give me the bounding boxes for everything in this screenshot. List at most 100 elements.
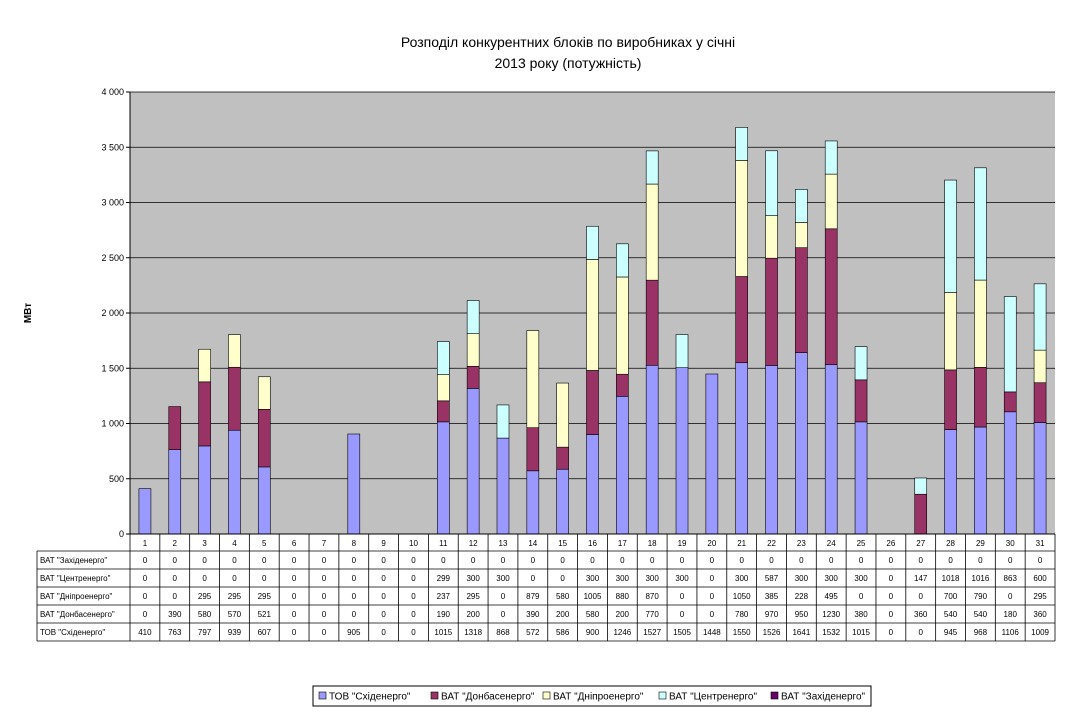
table-cell-value: 360: [1033, 610, 1047, 619]
table-cell-value: 0: [501, 592, 506, 601]
table-cell-value: 0: [829, 556, 834, 565]
bar-segment-series-1-day-30: [1003, 391, 1017, 413]
y-tick-label: 500: [109, 474, 124, 484]
bar-segment-series-3-day-24: [824, 140, 838, 175]
table-cell-value: 0: [292, 628, 297, 637]
table-cell-value: 570: [228, 610, 242, 619]
table-cell-value: 300: [795, 574, 809, 583]
table-row-label: ВАТ "Донбасенерго": [40, 610, 115, 619]
bar-segment-series-2-day-14: [526, 330, 540, 428]
table-cell-value: 300: [466, 574, 480, 583]
table-cell-value: 0: [262, 574, 267, 583]
bar-segment-series-0-day-11: [437, 421, 450, 535]
table-cell-value: 0: [680, 610, 685, 619]
x-tick-label: 20: [707, 539, 716, 548]
bar-segment-series-3-day-17: [616, 243, 629, 278]
table-cell-value: 200: [616, 610, 630, 619]
table-cell-value: 968: [974, 628, 988, 637]
y-tick-label: 2 500: [101, 253, 124, 263]
bar-segment-series-0-day-16: [586, 434, 599, 535]
table-cell-value: 1106: [1002, 628, 1020, 637]
bar-segment-series-3-day-29: [974, 167, 987, 281]
table-cell-value: 495: [825, 592, 839, 601]
table-cell-value: 0: [531, 556, 536, 565]
table-cell-value: 1009: [1031, 628, 1049, 637]
legend-swatch: [658, 691, 667, 700]
table-cell-value: 0: [560, 556, 565, 565]
bar-segment-series-2-day-4: [228, 334, 241, 368]
table-cell-value: 0: [471, 556, 476, 565]
table-cell-value: 295: [1033, 592, 1047, 601]
chart-title-line-2: 2013 року (потужність): [495, 55, 642, 71]
bar-segment-series-0-day-28: [944, 429, 957, 535]
bar-segment-series-2-day-29: [974, 279, 987, 368]
bar-segment-series-0-day-3: [198, 445, 211, 535]
legend-swatch: [318, 691, 327, 700]
bar-segment-series-3-day-21: [735, 127, 748, 161]
y-tick-label: 1 000: [101, 419, 124, 429]
table-cell-value: 0: [322, 610, 327, 619]
table-cell-value: 0: [918, 628, 923, 637]
bar-segment-series-2-day-23: [795, 222, 808, 248]
table-row-label: ВАТ "Центренерго": [40, 574, 111, 583]
bar-segment-series-0-day-2: [168, 449, 182, 535]
table-cell-value: 0: [889, 574, 894, 583]
bar-segment-series-3-day-12: [466, 300, 480, 334]
table-cell-value: 0: [143, 592, 148, 601]
table-cell-value: 0: [769, 556, 774, 565]
bar-segment-series-2-day-15: [556, 382, 569, 448]
table-cell-value: 0: [292, 610, 297, 619]
table-cell-value: 1526: [763, 628, 781, 637]
table-cell-value: 1015: [434, 628, 452, 637]
table-cell-value: 700: [944, 592, 958, 601]
table-cell-value: 0: [173, 556, 178, 565]
bar-segment-series-0-day-24: [824, 364, 838, 535]
bar-segment-series-1-day-24: [824, 228, 838, 366]
y-tick-label: 3 000: [101, 198, 124, 208]
bar-segment-series-3-day-30: [1003, 296, 1017, 393]
x-tick-label: 4: [232, 539, 237, 548]
table-cell-value: 1527: [643, 628, 661, 637]
legend-swatch: [430, 691, 439, 700]
x-tick-label: 6: [292, 539, 297, 548]
bar-segment-series-2-day-21: [735, 160, 748, 277]
table-cell-value: 0: [411, 592, 416, 601]
table-cell-value: 905: [347, 628, 361, 637]
table-cell-value: 1246: [613, 628, 631, 637]
table-cell-value: 1641: [792, 628, 810, 637]
table-cell-value: 0: [381, 556, 386, 565]
x-tick-label: 23: [797, 539, 806, 548]
table-cell-value: 863: [1004, 574, 1018, 583]
table-cell-value: 607: [258, 628, 272, 637]
table-cell-value: 410: [138, 628, 152, 637]
bar-segment-series-1-day-27: [914, 493, 928, 535]
chart-title-line-1: Розподіл конкурентних блоків по виробник…: [401, 34, 735, 50]
bar-segment-series-2-day-31: [1033, 349, 1047, 384]
x-tick-label: 7: [322, 539, 327, 548]
bar-segment-series-0-day-12: [466, 388, 480, 535]
table-cell-value: 200: [556, 610, 570, 619]
table-cell-value: 0: [501, 556, 506, 565]
bar-segment-series-1-day-15: [556, 446, 569, 470]
table-cell-value: 0: [918, 592, 923, 601]
table-cell-value: 1018: [942, 574, 960, 583]
bar-segment-series-0-day-23: [795, 352, 808, 535]
table-cell-value: 600: [1033, 574, 1047, 583]
legend-label: ВАТ "Донбасенерго": [441, 691, 535, 703]
x-tick-label: 25: [857, 539, 866, 548]
table-cell-value: 0: [859, 592, 864, 601]
bar-segment-series-0-day-29: [974, 426, 987, 535]
table-cell-value: 1550: [733, 628, 751, 637]
x-tick-label: 22: [767, 539, 776, 548]
bar-segment-series-0-day-30: [1003, 411, 1017, 535]
bar-segment-series-0-day-5: [257, 466, 271, 535]
table-cell-value: 237: [437, 592, 451, 601]
bar-segment-series-2-day-3: [198, 348, 211, 383]
table-cell-value: 380: [854, 610, 868, 619]
bar-segment-series-1-day-17: [616, 373, 629, 397]
bar-segment-series-0-day-18: [645, 364, 659, 535]
bar-segment-series-3-day-27: [914, 477, 928, 495]
bar-segment-series-3-day-22: [765, 150, 778, 216]
table-cell-value: 1318: [464, 628, 482, 637]
legend-label: ТОВ "Східенерго": [329, 692, 411, 703]
